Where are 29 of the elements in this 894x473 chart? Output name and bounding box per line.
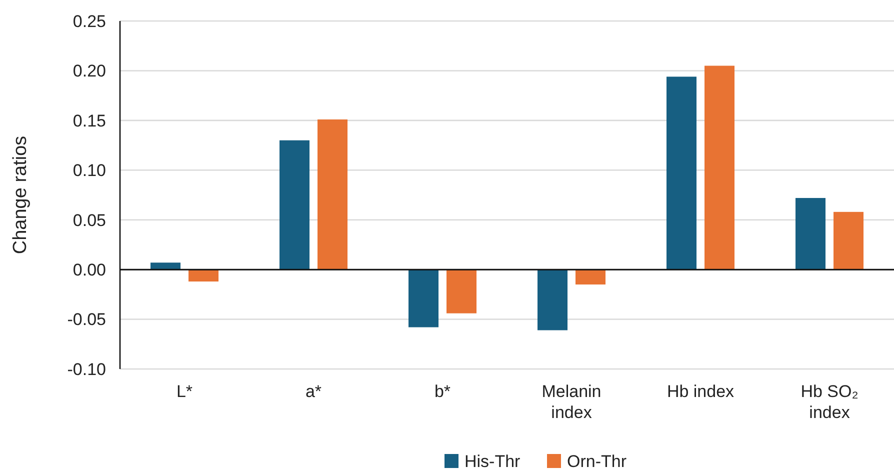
bar [796,198,826,270]
x-tick-label: Melanin index [542,382,602,422]
y-tick-label: 0.20 [72,62,106,81]
x-tick-label: a* [305,382,322,401]
bar [280,140,310,270]
y-tick-label: 0.10 [72,161,106,180]
bar [538,270,568,330]
bar [704,66,734,270]
y-tick-label: 0.05 [72,210,106,230]
bar [188,270,218,282]
legend-label: His-Thr [464,452,521,471]
bar [834,212,864,270]
x-tick-label: Hb SO₂ index [800,382,858,422]
y-tick-label: 0.00 [72,260,106,280]
y-tick-label: -0.05 [67,310,106,330]
bar [666,76,696,270]
bar [150,262,180,270]
y-tick-label: -0.10 [67,360,106,379]
x-tick-label: Hb index [666,382,735,401]
bar [318,119,348,270]
y-tick-label: 0.25 [72,12,106,31]
bar [446,270,476,314]
y-axis-title: Change ratios [10,136,31,254]
x-tick-label: b* [434,382,451,401]
y-tick-label: 0.15 [72,111,106,130]
bar [576,270,606,284]
x-tick-label: L* [176,382,193,401]
legend-label: Orn-Thr [567,452,627,471]
bar [408,270,438,328]
